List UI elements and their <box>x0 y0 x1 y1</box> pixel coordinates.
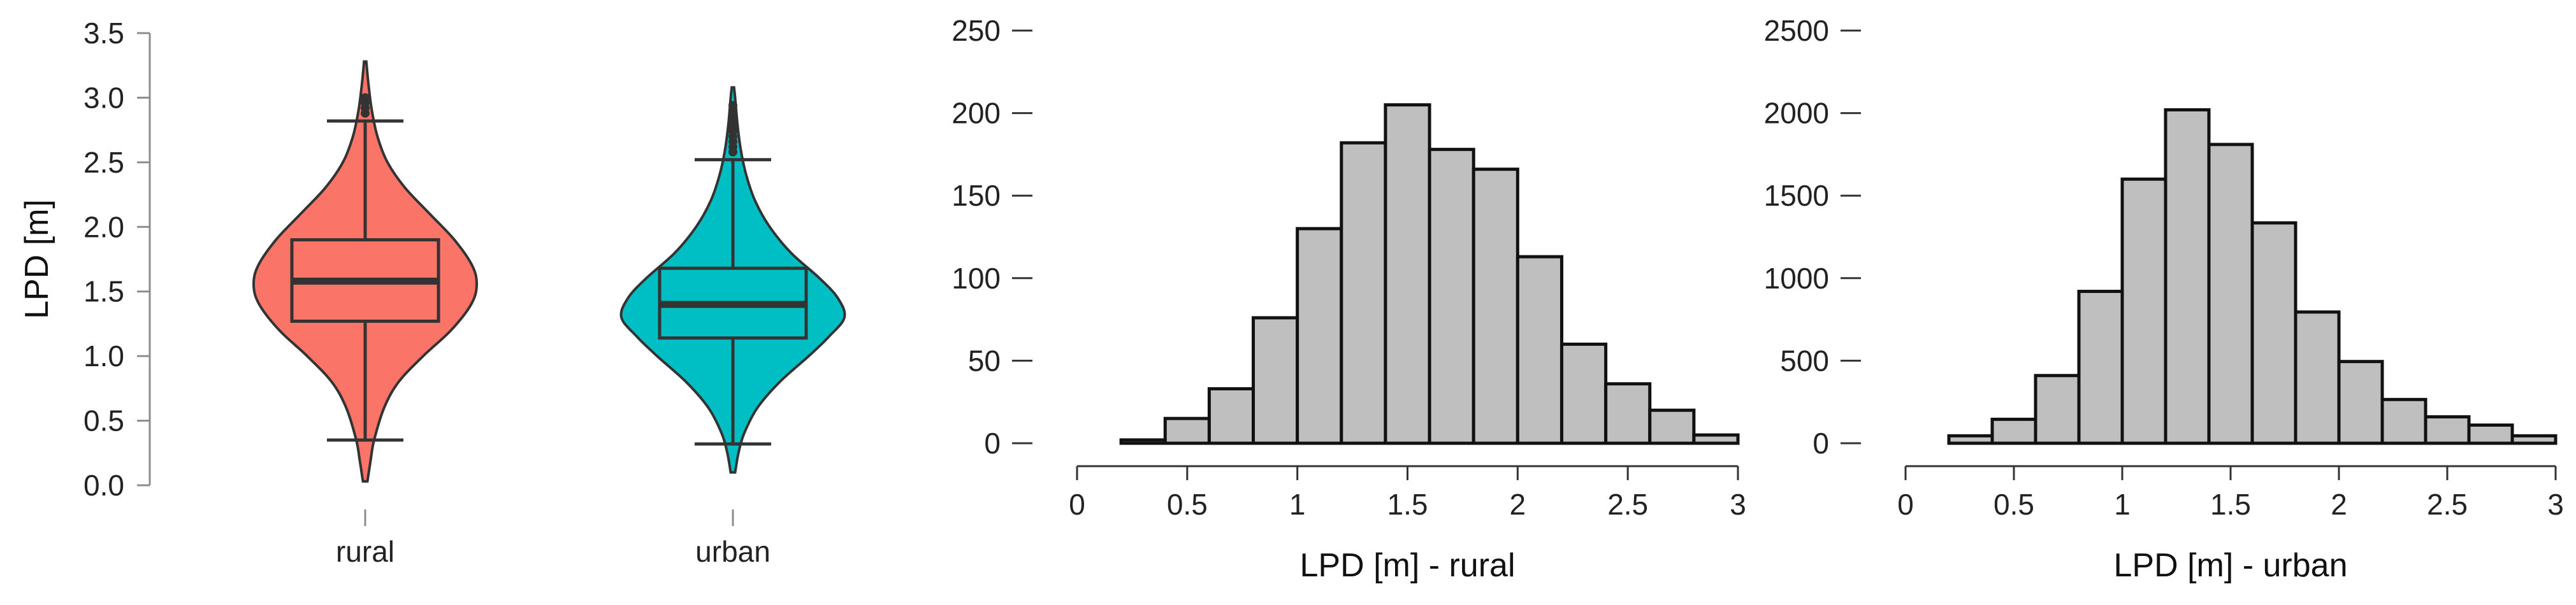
y-tick-label: 200 <box>952 97 1001 130</box>
histogram-bar <box>2510 434 2558 445</box>
histogram-bar <box>2164 108 2211 445</box>
histogram-bar <box>2467 423 2514 445</box>
histogram-bar <box>2380 397 2428 445</box>
x-tick-label: 0 <box>1069 488 1085 521</box>
histogram-bar <box>1296 227 1343 445</box>
y-tick-label: 2000 <box>1764 97 1829 130</box>
x-tick-label: 2 <box>1510 488 1526 521</box>
histogram-bar <box>2207 143 2254 445</box>
histogram-bar <box>1604 382 1652 445</box>
x-tick-label-urban: urban <box>695 535 771 568</box>
histogram-urban-panel: 0 500 1000 1500 2000 2500 0 0.5 1 1.5 2 2.5 3 LPD [m]… <box>1764 14 2564 584</box>
histogram-bar <box>1692 433 1740 445</box>
histogram-bar <box>2294 310 2341 445</box>
x-tick-label: 0.5 <box>1994 488 2034 521</box>
histogram-bar <box>1340 141 1387 445</box>
x-tick-label: 0.5 <box>1167 488 1208 521</box>
histogram-bar <box>1119 438 1167 445</box>
outlier-point <box>361 93 370 103</box>
histogram-bar <box>2250 221 2297 445</box>
y-tick-label: 1.0 <box>83 339 124 373</box>
y-tick-label: 500 <box>1780 344 1829 377</box>
y-tick-label: 0 <box>1813 427 1829 460</box>
x-tick-label: 2.5 <box>2427 488 2468 521</box>
histogram-bar <box>1472 167 1519 445</box>
histogram-bar <box>1252 316 1299 445</box>
histogram-bar <box>1559 342 1608 445</box>
histogram-bar <box>1207 387 1255 445</box>
violin-panel: 0.0 0.5 1.0 1.5 2.0 2.5 3.0 3.5 LPD [m] rural urba… <box>18 17 846 568</box>
histogram-bar <box>2077 290 2124 445</box>
histogram-bar <box>1384 103 1431 445</box>
outlier-point <box>728 101 737 110</box>
x-tick-label: 3 <box>1730 488 1746 521</box>
x-tick-label: 2 <box>2331 488 2347 521</box>
histogram-bar <box>1516 255 1563 445</box>
y-tick-label: 150 <box>952 179 1001 212</box>
violin-urban <box>619 86 846 474</box>
y-tick-label: 3.0 <box>83 81 124 114</box>
x-tick-label: 1.5 <box>2210 488 2251 521</box>
x-tick-label: 0 <box>1897 488 1914 521</box>
histogram-bar <box>1947 434 1994 445</box>
y-tick-label: 250 <box>952 14 1001 47</box>
histogram-bar <box>2120 177 2167 445</box>
y-tick-label: 0 <box>984 427 1001 460</box>
y-tick-label: 0.0 <box>83 469 124 502</box>
y-tick-label: 1500 <box>1764 179 1829 212</box>
y-tick-label: 50 <box>968 344 1001 377</box>
x-axis-title: LPD [m] - urban <box>2113 547 2347 584</box>
y-tick-label: 1000 <box>1764 262 1829 295</box>
histogram-bar <box>2034 374 2081 445</box>
x-tick-label: 3 <box>2547 488 2564 521</box>
histogram-bar <box>2424 415 2471 445</box>
histogram-bar <box>1163 416 1211 445</box>
x-tick-label: 1 <box>1289 488 1306 521</box>
histogram-bar <box>1648 408 1696 445</box>
x-axis-title: LPD [m] - rural <box>1299 547 1515 584</box>
histogram-bar <box>1990 417 2037 445</box>
y-axis-title: LPD [m] <box>18 199 55 319</box>
x-tick-label: 1 <box>2114 488 2131 521</box>
y-tick-label: 3.5 <box>83 17 124 50</box>
histogram-rural-panel: 0 50 100 150 200 250 0 0.5 1 1.5 2 2.5 3 LPD [m] - ru… <box>952 14 1746 584</box>
y-tick-label: 2.5 <box>83 146 124 179</box>
histogram-bar <box>1428 148 1475 445</box>
y-tick-label: 1.5 <box>83 275 124 308</box>
y-tick-label: 0.5 <box>83 404 124 438</box>
y-tick-label: 100 <box>952 262 1001 295</box>
y-tick-label: 2500 <box>1764 14 1829 47</box>
violin-rural <box>252 60 479 483</box>
histogram-bar <box>2337 360 2384 445</box>
y-tick-label: 2.0 <box>83 210 124 243</box>
x-tick-label: 2.5 <box>1607 488 1648 521</box>
x-tick-label: 1.5 <box>1387 488 1428 521</box>
x-tick-label-rural: rural <box>336 535 394 568</box>
